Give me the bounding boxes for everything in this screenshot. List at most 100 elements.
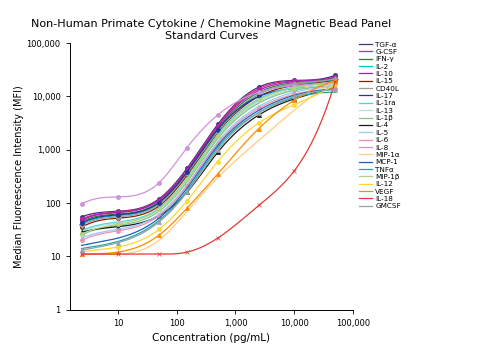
TGF-α bbox=[146, 203, 152, 207]
VEGF bbox=[332, 78, 338, 82]
IL-6 bbox=[79, 238, 84, 242]
GMCSF bbox=[94, 245, 100, 249]
IL-12 bbox=[79, 250, 84, 254]
IL-15 bbox=[320, 80, 326, 85]
TGF-α bbox=[89, 212, 95, 216]
MIP-1α bbox=[312, 92, 318, 96]
Line: IL-4: IL-4 bbox=[82, 87, 335, 233]
TGF-α bbox=[311, 78, 317, 82]
MIP-1α bbox=[94, 252, 100, 256]
MCP-1 bbox=[320, 88, 326, 93]
TNFα bbox=[94, 244, 100, 248]
IL-1ra bbox=[332, 80, 338, 84]
GMCSF bbox=[332, 87, 338, 92]
GMCSF bbox=[79, 248, 84, 252]
IL-1ra bbox=[311, 82, 317, 86]
CD40L bbox=[89, 219, 95, 223]
IL-10 bbox=[146, 204, 152, 208]
MCP-1 bbox=[89, 241, 95, 246]
Line: IL-15: IL-15 bbox=[82, 80, 335, 227]
IL-17 bbox=[89, 217, 95, 221]
MCP-1 bbox=[94, 240, 100, 245]
MIP-1β bbox=[320, 82, 326, 86]
IL-8 bbox=[79, 202, 84, 206]
Y-axis label: Median Fluoreescence Intensity (MFI): Median Fluoreescence Intensity (MFI) bbox=[13, 85, 24, 268]
CD40L bbox=[320, 78, 326, 83]
IL-13 bbox=[79, 230, 84, 235]
G-CSF bbox=[146, 203, 152, 208]
IL-17 bbox=[79, 221, 84, 225]
IL-1β bbox=[126, 221, 132, 226]
TGF-α bbox=[126, 208, 132, 212]
MCP-1 bbox=[79, 243, 84, 248]
IL-17 bbox=[126, 212, 132, 216]
IL-18 bbox=[79, 252, 84, 256]
IFN-γ bbox=[79, 219, 84, 224]
IL-2 bbox=[89, 218, 95, 222]
IL-1ra bbox=[126, 218, 132, 222]
Line: IL-6: IL-6 bbox=[82, 89, 335, 240]
IL-10 bbox=[79, 218, 84, 222]
IL-1ra bbox=[146, 212, 152, 216]
Line: G-CSF: G-CSF bbox=[82, 77, 335, 219]
CD40L bbox=[94, 217, 100, 222]
IL-17 bbox=[320, 84, 326, 88]
IL-10 bbox=[94, 213, 100, 217]
IL-1β bbox=[79, 233, 84, 237]
IL-1ra bbox=[89, 225, 95, 229]
IL-4 bbox=[126, 223, 132, 228]
IL-10 bbox=[320, 77, 326, 82]
TNFα bbox=[311, 91, 317, 96]
TNFα bbox=[331, 90, 337, 94]
Title: Non-Human Primate Cytokine / Chemokine Magnetic Bead Panel
Standard Curves: Non-Human Primate Cytokine / Chemokine M… bbox=[31, 19, 391, 41]
IL-8 bbox=[126, 194, 132, 198]
IL-15 bbox=[146, 210, 152, 214]
IL-13 bbox=[89, 226, 95, 230]
IL-6 bbox=[320, 87, 326, 92]
TGF-α bbox=[79, 215, 84, 219]
IFN-γ bbox=[320, 78, 326, 82]
G-CSF bbox=[126, 209, 132, 213]
IFN-γ bbox=[311, 79, 317, 84]
Line: IL-17: IL-17 bbox=[82, 83, 335, 223]
IL-1β bbox=[94, 227, 100, 231]
G-CSF bbox=[94, 212, 100, 216]
IL-4 bbox=[94, 227, 100, 231]
VEGF bbox=[311, 87, 317, 91]
G-CSF bbox=[89, 213, 95, 217]
IL-8 bbox=[332, 80, 338, 84]
IL-18 bbox=[321, 113, 327, 117]
G-CSF bbox=[79, 217, 84, 221]
IL-13 bbox=[94, 224, 100, 229]
MIP-1β bbox=[146, 213, 152, 217]
IL-10 bbox=[126, 210, 132, 214]
IL-2 bbox=[146, 207, 152, 211]
IL-12 bbox=[311, 94, 317, 99]
Legend: TGF-α, G-CSF, IFN-γ, IL-2, IL-10, IL-15, CD40L, IL-17, IL-1ra, IL-13, IL-1β, IL-: TGF-α, G-CSF, IFN-γ, IL-2, IL-10, IL-15,… bbox=[359, 41, 401, 210]
Line: IL-13: IL-13 bbox=[82, 84, 335, 233]
Line: MCP-1: MCP-1 bbox=[82, 90, 335, 246]
Line: IL-1β: IL-1β bbox=[82, 86, 335, 235]
MIP-1α bbox=[89, 252, 95, 256]
IL-1β bbox=[332, 84, 338, 88]
IL-12 bbox=[146, 234, 152, 238]
IL-2 bbox=[126, 212, 132, 217]
IL-13 bbox=[126, 220, 132, 224]
IL-6 bbox=[146, 220, 152, 224]
IL-12 bbox=[332, 82, 338, 86]
IL-4 bbox=[320, 89, 326, 93]
CD40L bbox=[79, 223, 84, 228]
MCP-1 bbox=[332, 87, 338, 92]
TNFα bbox=[332, 90, 338, 94]
IL-5 bbox=[126, 225, 132, 230]
IL-4 bbox=[311, 91, 317, 95]
VEGF bbox=[320, 83, 326, 87]
IL-2 bbox=[332, 77, 338, 81]
IL-6 bbox=[332, 86, 338, 91]
IL-1ra bbox=[94, 223, 100, 228]
MCP-1 bbox=[146, 223, 152, 228]
IL-6 bbox=[311, 89, 317, 93]
Line: CD40L: CD40L bbox=[82, 79, 335, 225]
IL-2 bbox=[79, 222, 84, 226]
TNFα bbox=[126, 236, 132, 240]
